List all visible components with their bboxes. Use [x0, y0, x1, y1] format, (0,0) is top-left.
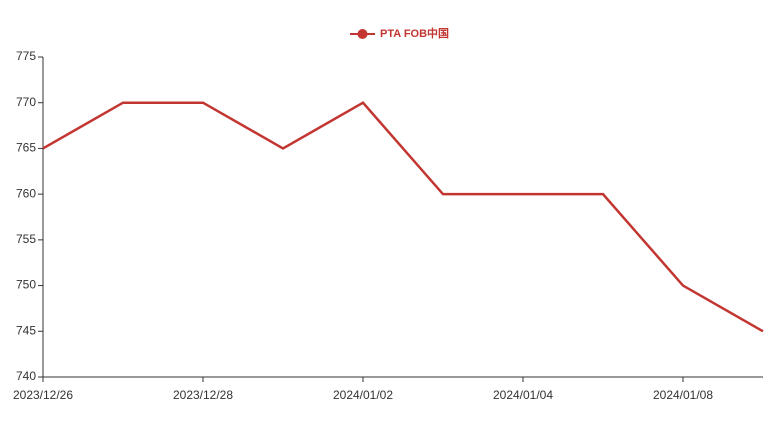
- y-tick-label: 750: [16, 278, 36, 292]
- x-tick-label: 2024/01/08: [653, 388, 713, 402]
- x-tick-label: 2023/12/26: [13, 388, 73, 402]
- y-tick-label: 760: [16, 186, 36, 200]
- y-tick-label: 770: [16, 95, 36, 109]
- y-tick-label: 740: [16, 369, 36, 383]
- x-tick-label: 2024/01/02: [333, 388, 393, 402]
- y-tick-label: 755: [16, 232, 36, 246]
- legend-marker: [357, 29, 368, 39]
- y-tick-label: 775: [16, 49, 36, 63]
- legend-label: PTA FOB中国: [380, 26, 449, 40]
- line-series: [42, 101, 764, 333]
- x-tick-label: 2023/12/28: [173, 388, 233, 402]
- y-tick-label: 765: [16, 141, 36, 155]
- y-tick-label: 745: [16, 323, 36, 337]
- x-tick-label: 2024/01/04: [493, 388, 553, 402]
